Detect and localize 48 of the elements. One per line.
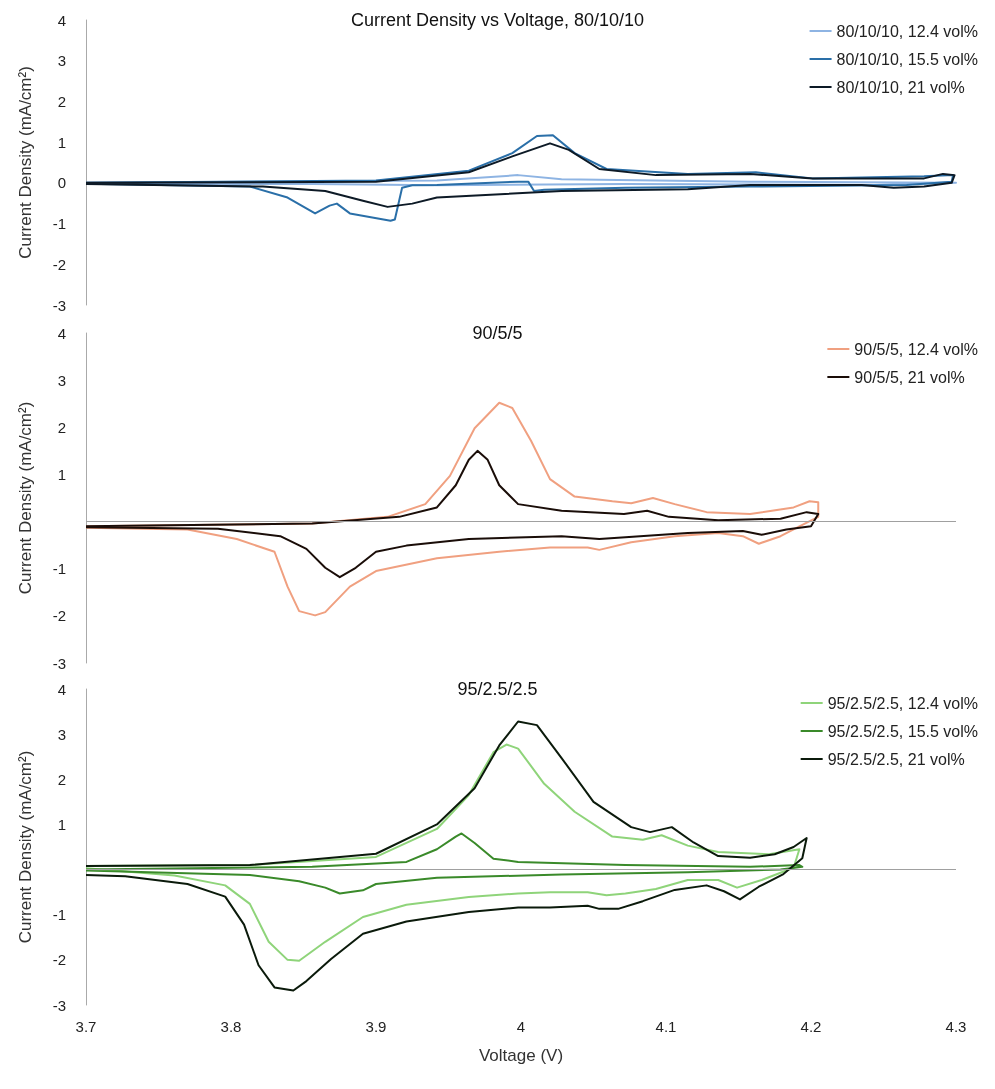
- y-tick-label: 4: [57, 680, 66, 698]
- y-tick-label: 1: [57, 465, 66, 483]
- chart-title: 90/5/5: [472, 323, 523, 343]
- y-tick-label: -3: [52, 996, 66, 1014]
- line-series: [85, 720, 808, 992]
- x-tick-label: 4.3: [945, 1018, 967, 1035]
- x-axis-title: Voltage (V): [478, 1046, 564, 1065]
- legend-label: 95/2.5/2.5, 15.5 vol%: [827, 722, 978, 740]
- y-axis-title: Current Density (mA/cm²): [16, 750, 35, 944]
- y-axis-title: Current Density (mA/cm²): [16, 66, 35, 259]
- y-tick-label: 3: [57, 371, 66, 389]
- y-tick-label: -2: [52, 607, 66, 625]
- x-tick-label: 3.7: [75, 1018, 97, 1035]
- line-series: [85, 832, 804, 895]
- legend-label: 95/2.5/2.5, 12.4 vol%: [827, 694, 978, 712]
- y-tick-label: 1: [57, 815, 66, 833]
- line-series: [85, 449, 820, 579]
- x-tick-label: 4.1: [655, 1018, 677, 1035]
- y-tick-label: -1: [52, 560, 66, 578]
- y-tick-label: -2: [52, 951, 66, 969]
- y-tick-label: 4: [57, 324, 66, 342]
- y-tick-label: 0: [57, 174, 66, 192]
- legend-label: 90/5/5, 12.4 vol%: [854, 340, 978, 358]
- legend-label: 80/10/10, 15.5 vol%: [836, 50, 978, 68]
- x-tick-label: 4: [516, 1018, 526, 1035]
- y-axis-title: Current Density (mA/cm²): [16, 401, 35, 595]
- legend-label: 80/10/10, 21 vol%: [836, 78, 965, 96]
- y-tick-label: -1: [52, 906, 66, 924]
- y-tick-label: 3: [57, 725, 66, 743]
- legend-label: 80/10/10, 12.4 vol%: [836, 22, 978, 40]
- x-tick-label: 3.8: [220, 1018, 242, 1035]
- y-tick-label: 2: [57, 92, 66, 110]
- chart-title: Current Density vs Voltage, 80/10/10: [350, 10, 645, 30]
- y-tick-label: 1: [57, 133, 66, 151]
- x-tick-label: 4.2: [800, 1018, 822, 1035]
- y-tick-label: 2: [57, 418, 66, 436]
- y-tick-label: 3: [57, 52, 66, 70]
- legend-label: 95/2.5/2.5, 21 vol%: [827, 750, 965, 768]
- y-tick-label: -1: [52, 215, 66, 233]
- legend-label: 90/5/5, 21 vol%: [854, 368, 965, 386]
- line-series: [85, 142, 956, 208]
- chart-title: 95/2.5/2.5: [457, 679, 538, 699]
- y-tick-label: -2: [52, 255, 66, 273]
- y-tick-label: -3: [52, 654, 66, 672]
- y-tick-label: -3: [52, 296, 66, 314]
- x-tick-label: 3.9: [365, 1018, 387, 1035]
- y-tick-label: 2: [57, 770, 66, 788]
- y-tick-label: 4: [57, 11, 66, 29]
